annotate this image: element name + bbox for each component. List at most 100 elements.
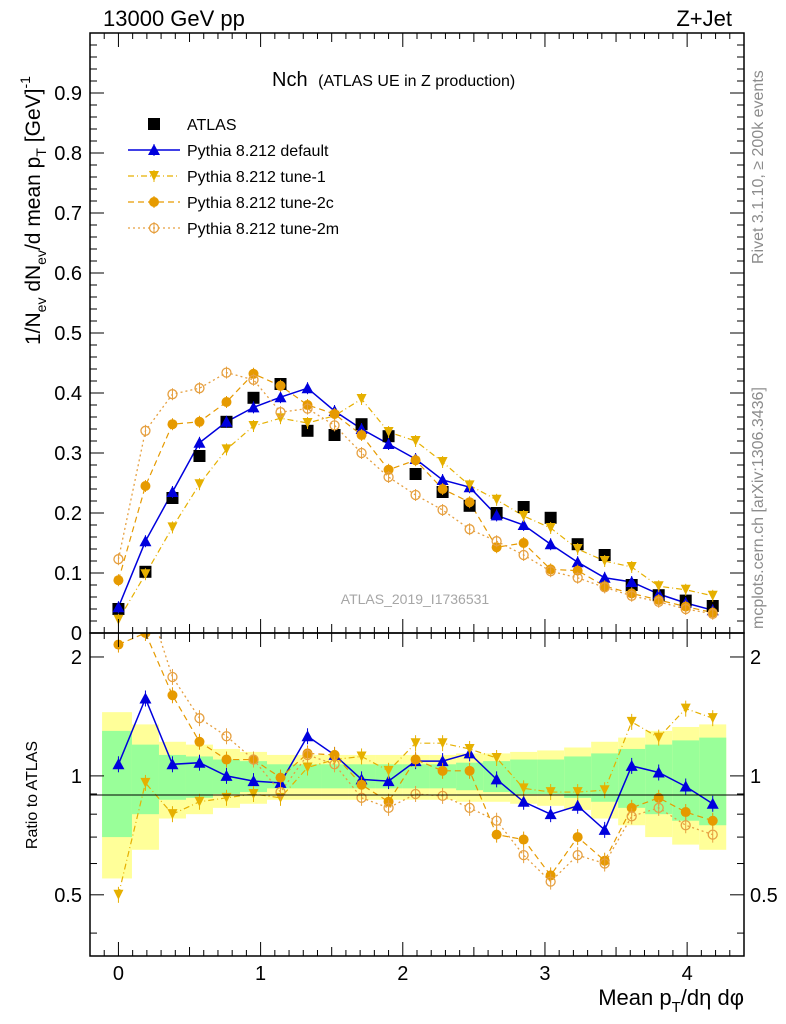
point-ratio-tune2c-12 — [437, 765, 448, 776]
point-top-default-0 — [112, 601, 125, 613]
point-ratio-tune2m-16 — [545, 876, 556, 887]
point-ratio-tune2c-13 — [464, 765, 475, 776]
y-tick-label-top-3: 0.4 — [54, 383, 82, 405]
point-top-tune2c-3 — [194, 416, 205, 427]
point-top-tune1-1 — [140, 569, 151, 580]
point-top-tune1-17 — [572, 544, 583, 554]
point-ratio-default-17 — [571, 799, 584, 811]
point-top-tune2m-6 — [275, 407, 286, 418]
point-ratio-tune2m-1 — [141, 589, 150, 598]
point-top-tune1-16 — [545, 523, 556, 533]
point-top-tune1-12 — [437, 457, 448, 467]
point-top-tune2c-17 — [572, 565, 583, 576]
band-green-19 — [618, 748, 646, 808]
point-top-default-12 — [436, 474, 449, 485]
point-ratio-tune1-1 — [140, 777, 151, 788]
chart-title-sub: (ATLAS UE in Z production) — [318, 73, 515, 90]
point-top-tune1-3 — [194, 479, 205, 490]
point-top-tune2m-2 — [167, 389, 178, 400]
point-top-tune2c-1 — [140, 481, 151, 491]
point-top-tune2c-11 — [410, 455, 421, 466]
legend-marker-tune1 — [149, 171, 159, 181]
point-top-tune2c-0 — [113, 575, 124, 586]
legend-label-default: Pythia 8.212 default — [187, 143, 329, 160]
point-ratio-tune2c-19 — [626, 802, 637, 813]
point-top-tune1-21 — [680, 584, 691, 595]
point-top-default-10 — [382, 438, 395, 449]
point-top-atlas-5 — [247, 391, 260, 404]
point-ratio-tune1-21 — [680, 703, 691, 714]
point-top-tune2m-0 — [113, 554, 124, 565]
point-top-tune1-22 — [707, 590, 718, 601]
point-ratio-tune1-0 — [113, 889, 124, 900]
point-top-tune2c-15 — [518, 538, 529, 548]
x-tick-label-2: 2 — [397, 963, 408, 985]
point-top-tune1-10 — [383, 427, 394, 437]
point-top-tune1-19 — [626, 562, 637, 572]
point-ratio-tune2m-11 — [410, 788, 421, 800]
point-top-tune1-11 — [410, 436, 421, 446]
point-ratio-default-0 — [112, 758, 125, 770]
point-ratio-tune1-5 — [248, 788, 259, 799]
point-top-tune2m-16 — [545, 566, 556, 577]
point-ratio-default-19 — [625, 759, 638, 771]
point-ratio-default-20 — [652, 766, 665, 778]
point-top-tune2m-7 — [302, 403, 313, 414]
point-top-tune1-7 — [302, 418, 313, 428]
point-top-tune1-4 — [221, 444, 232, 455]
point-ratio-default-2 — [166, 758, 179, 770]
y-axis-label-ratio: Ratio to ATLAS — [24, 741, 41, 849]
rivet-note: Rivet 3.1.10, ≥ 200k events — [750, 70, 767, 264]
point-ratio-tune2m-9 — [356, 792, 367, 803]
line-ratio-tune2c — [118, 633, 713, 877]
point-top-tune2m-9 — [356, 447, 367, 459]
y-tick-label-top-1: 0.2 — [54, 503, 82, 525]
point-ratio-tune2c-22 — [707, 815, 718, 826]
point-top-default-14 — [490, 509, 503, 521]
point-ratio-tune2c-3 — [194, 736, 205, 747]
point-top-tune1-5 — [248, 421, 259, 431]
point-ratio-default-16 — [544, 808, 557, 820]
point-ratio-tune2c-11 — [410, 754, 421, 765]
point-ratio-tune2m-15 — [518, 850, 529, 861]
y-tick-label-ratio-right-2: 2 — [750, 647, 761, 669]
point-top-tune2c-2 — [167, 419, 178, 430]
point-ratio-default-1 — [139, 692, 152, 704]
point-top-tune1-13 — [464, 480, 475, 491]
axis-ticks: 0 1 2 3 4 0.1 0.2 0.3 0.4 0.5 0.6 0.7 0.8 0.9 0 0.5 0.5 1… — [54, 32, 778, 985]
chart-title-main: Nch — [272, 69, 308, 91]
point-ratio-tune1-2 — [167, 809, 178, 820]
point-top-tune1-20 — [653, 581, 664, 592]
point-ratio-tune2m-2 — [167, 671, 178, 683]
point-top-tune2m-19 — [626, 590, 637, 601]
point-top-default-17 — [571, 556, 584, 568]
point-ratio-tune2m-21 — [680, 820, 691, 831]
point-ratio-tune1-16 — [545, 787, 556, 798]
point-ratio-tune1-19 — [626, 716, 637, 727]
header-process: Z+Jet — [676, 6, 732, 31]
point-ratio-default-10 — [382, 775, 395, 787]
point-ratio-tune2m-22 — [707, 829, 718, 840]
point-top-atlas-15 — [517, 501, 530, 513]
point-ratio-tune2c-9 — [356, 779, 367, 790]
analysis-label: ATLAS_2019_I1736531 — [341, 591, 490, 607]
point-top-default-19 — [625, 576, 638, 587]
point-top-atlas-11 — [409, 468, 422, 480]
band-green-0 — [102, 730, 132, 838]
point-top-tune2m-8 — [329, 420, 340, 431]
legend-label-tune2m: Pythia 8.212 tune-2m — [187, 221, 339, 238]
point-ratio-default-12 — [436, 755, 449, 767]
line-top-tune1 — [117, 398, 713, 621]
point-ratio-tune2m-19 — [626, 811, 637, 822]
point-ratio-tune2m-12 — [437, 790, 448, 802]
point-top-tune2m-17 — [572, 572, 583, 583]
point-ratio-tune2m-7 — [302, 749, 313, 761]
point-top-tune2m-12 — [437, 504, 448, 516]
point-ratio-tune2c-8 — [329, 749, 340, 760]
point-ratio-tune2c-6 — [275, 772, 286, 783]
point-ratio-tune2m-8 — [329, 759, 340, 770]
point-ratio-tune1-13 — [464, 743, 475, 754]
point-top-default-4 — [220, 415, 233, 427]
mcplots-note: mcplots.cern.ch [arXiv:1306.3436] — [750, 387, 767, 629]
